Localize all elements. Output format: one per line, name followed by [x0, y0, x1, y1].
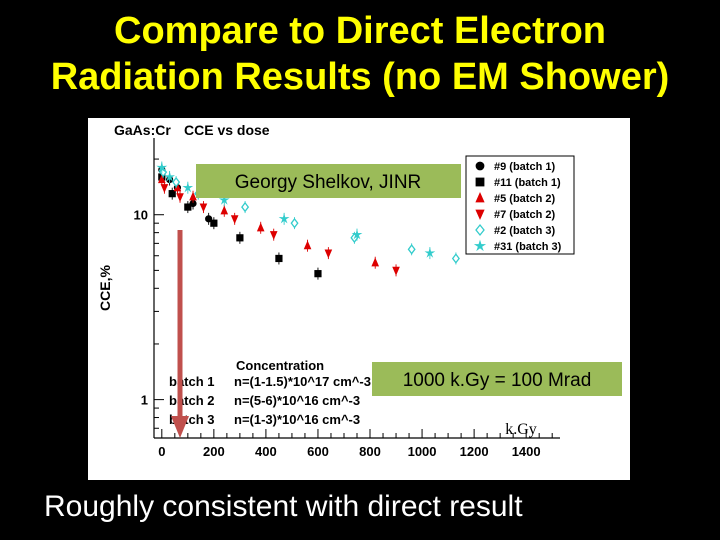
data-point [424, 247, 436, 258]
legend-marker [475, 209, 485, 220]
legend-marker [475, 223, 485, 237]
data-point [278, 213, 290, 224]
data-point [230, 215, 239, 225]
cce-vs-dose-chart: 0 200 400 600 800 1000 1200 1400 1 10 CCE,% GaAs:Cr… [97, 122, 622, 459]
legend-entry: #9 (batch 1) [494, 161, 555, 173]
data-point [205, 215, 213, 223]
author-callout-box [196, 164, 461, 198]
legend-entry: #31 (batch 3) [494, 241, 562, 253]
legend-entry: #11 (batch 1) [494, 177, 561, 189]
legend-entry: #2 (batch 3) [494, 225, 555, 237]
data-point [303, 240, 312, 250]
concentration-value: n=(5-6)*10^16 cm^-3 [234, 393, 360, 408]
red-arrow-head-icon [171, 416, 189, 438]
data-point [176, 193, 184, 203]
concentration-batch-label: batch 2 [169, 393, 215, 408]
slide-title-line-1: Compare to Direct Electron [114, 10, 606, 52]
legend-marker [475, 192, 485, 203]
concentration-value: n=(1-1.5)*10^17 cm^-3 [234, 374, 371, 389]
data-point [172, 176, 181, 188]
author-callout-text: Georgy Shelkov, JINR [235, 172, 422, 193]
data-point [256, 222, 265, 232]
x-tick-label: 400 [255, 444, 277, 459]
x-tick-label: 200 [203, 444, 225, 459]
data-point [160, 184, 169, 193]
concentration-batch-label: batch 1 [169, 374, 215, 389]
conversion-callout-box [372, 362, 622, 396]
data-point [236, 234, 244, 242]
x-unit-label: k.Gy [505, 421, 537, 438]
data-point [241, 201, 250, 213]
x-tick-label: 800 [359, 444, 381, 459]
data-point [157, 174, 166, 184]
y-axis-label: CCE,% [97, 265, 113, 311]
legend-marker [475, 161, 485, 171]
data-point [210, 219, 218, 227]
conversion-callout-text: 1000 k.Gy = 100 Mrad [403, 370, 592, 391]
data-point [220, 205, 229, 215]
plot-panel: 0 200 400 600 800 1000 1200 1400 1 10 CCE,% GaAs:Cr… [88, 118, 630, 480]
data-point [168, 190, 176, 198]
data-point [314, 270, 322, 278]
data-point [290, 217, 299, 229]
y-tick-label: 10 [134, 208, 148, 223]
legend-entry: #7 (batch 2) [494, 209, 555, 221]
x-tick-label: 0 [158, 444, 165, 459]
legend-marker [473, 239, 487, 252]
data-point [218, 194, 230, 205]
x-tick-label: 1400 [512, 444, 541, 459]
bottom-caption: Roughly consistent with direct result [44, 490, 523, 523]
concentration-heading: Concentration [236, 358, 324, 373]
data-point [407, 244, 416, 255]
data-point [451, 253, 460, 264]
data-point [371, 257, 380, 267]
data-point [182, 182, 194, 193]
data-point [164, 171, 176, 182]
chart-title-material: GaAs:Cr [114, 122, 171, 138]
legend-entry: #5 (batch 2) [494, 193, 555, 205]
chart-title: CCE vs dose [184, 122, 270, 138]
y-tick-label: 1 [141, 393, 148, 408]
data-point [351, 228, 363, 240]
data-point [156, 161, 168, 173]
data-point [189, 191, 197, 201]
slide-title-line-2: Radiation Results (no EM Shower) [50, 56, 670, 98]
data-point [184, 203, 192, 211]
legend-box [465, 155, 575, 255]
x-tick-label: 1200 [460, 444, 489, 459]
concentration-value: n=(1-3)*10^16 cm^-3 [234, 412, 360, 427]
data-point [275, 254, 283, 263]
data-point [324, 249, 333, 259]
data-point [199, 203, 208, 213]
data-point [269, 231, 278, 240]
slide-title: Compare to Direct Electron Radiation Res… [0, 8, 720, 100]
x-tick-label: 600 [307, 444, 329, 459]
legend-marker [475, 177, 485, 187]
x-tick-label: 1000 [408, 444, 437, 459]
data-point [392, 266, 400, 276]
